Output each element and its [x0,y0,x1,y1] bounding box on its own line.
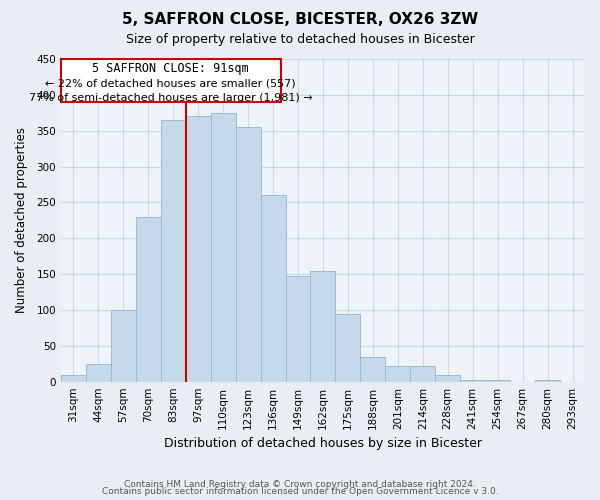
Bar [361,356,385,382]
Text: 5, SAFFRON CLOSE, BICESTER, OX26 3ZW: 5, SAFFRON CLOSE, BICESTER, OX26 3ZW [122,12,478,28]
X-axis label: Distribution of detached houses by size in Bicester: Distribution of detached houses by size … [164,437,482,450]
Bar [111,310,136,382]
Bar [335,314,361,382]
Bar [236,127,260,382]
Bar [460,380,485,382]
Bar [136,217,161,382]
Text: 5 SAFFRON CLOSE: 91sqm: 5 SAFFRON CLOSE: 91sqm [92,62,249,75]
Bar [435,374,460,382]
Text: Contains HM Land Registry data © Crown copyright and database right 2024.: Contains HM Land Registry data © Crown c… [124,480,476,489]
Text: Contains public sector information licensed under the Open Government Licence v : Contains public sector information licen… [101,488,499,496]
Bar [410,366,435,382]
FancyBboxPatch shape [61,59,281,102]
Bar [86,364,111,382]
Text: ← 22% of detached houses are smaller (557): ← 22% of detached houses are smaller (55… [46,79,296,89]
Bar [535,380,560,382]
Bar [260,195,286,382]
Bar [385,366,410,382]
Bar [211,113,236,382]
Bar [485,380,510,382]
Bar [186,116,211,382]
Bar [161,120,186,382]
Bar [310,270,335,382]
Text: Size of property relative to detached houses in Bicester: Size of property relative to detached ho… [125,32,475,46]
Bar [286,276,310,382]
Text: 77% of semi-detached houses are larger (1,981) →: 77% of semi-detached houses are larger (… [29,93,313,103]
Bar [61,374,86,382]
Y-axis label: Number of detached properties: Number of detached properties [15,128,28,314]
